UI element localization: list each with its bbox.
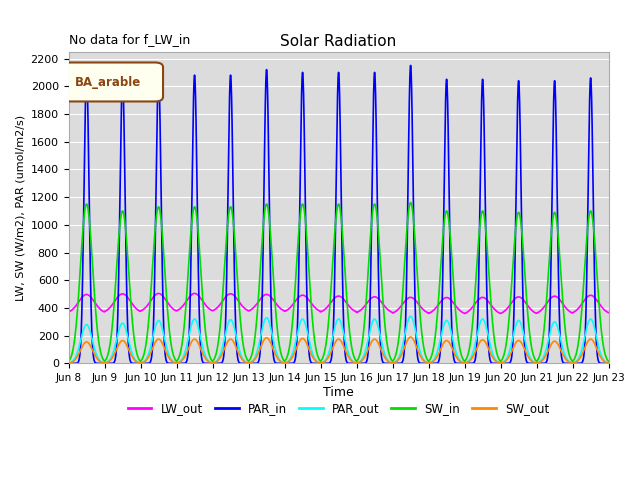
SW_in [365, 246, 373, 252]
PAR_out [365, 330, 373, 336]
Text: BA_arable: BA_arable [75, 76, 141, 89]
Text: No data for f_LW_in: No data for f_LW_in [68, 33, 190, 46]
PAR_in [354, 360, 362, 366]
SW_in [65, 359, 72, 364]
SW_out [557, 348, 564, 353]
Legend: LW_out, PAR_in, PAR_out, SW_in, SW_out: LW_out, PAR_in, PAR_out, SW_in, SW_out [123, 397, 554, 420]
PAR_in [365, 320, 373, 325]
SW_out [354, 360, 362, 366]
PAR_out [65, 360, 72, 366]
LW_out [65, 309, 72, 315]
SW_out [572, 359, 580, 365]
PAR_in [497, 360, 504, 366]
PAR_in [572, 360, 580, 366]
PAR_in [605, 360, 612, 366]
SW_out [65, 360, 72, 366]
LW_out [366, 297, 374, 302]
PAR_out [572, 359, 580, 365]
SW_out [215, 356, 223, 362]
Line: PAR_out: PAR_out [68, 316, 609, 363]
LW_out [572, 308, 580, 313]
LW_out [557, 299, 565, 304]
LW_out [191, 290, 198, 296]
PAR_in [215, 360, 223, 366]
Y-axis label: LW, SW (W/m2), PAR (umol/m2/s): LW, SW (W/m2), PAR (umol/m2/s) [15, 114, 25, 300]
PAR_out [605, 360, 612, 366]
SW_in [407, 200, 415, 205]
PAR_in [557, 350, 565, 356]
PAR_in [495, 360, 503, 366]
Title: Solar Radiation: Solar Radiation [280, 34, 397, 49]
SW_in [354, 357, 362, 362]
SW_in [605, 358, 612, 364]
PAR_out [557, 337, 564, 343]
Line: PAR_in: PAR_in [68, 65, 609, 363]
SW_out [365, 343, 373, 349]
Line: SW_out: SW_out [68, 337, 609, 363]
PAR_out [495, 360, 503, 366]
PAR_out [215, 355, 223, 360]
SW_out [605, 360, 612, 366]
X-axis label: Time: Time [323, 386, 354, 399]
SW_out [495, 360, 503, 366]
SW_in [557, 275, 565, 280]
SW_in [495, 357, 503, 363]
LW_out [605, 310, 612, 315]
SW_in [572, 351, 580, 357]
LW_out [461, 311, 468, 316]
PAR_in [65, 360, 72, 366]
SW_in [497, 359, 504, 364]
SW_in [215, 334, 223, 339]
LW_out [354, 309, 362, 315]
SW_out [407, 334, 415, 340]
PAR_out [407, 313, 415, 319]
Line: SW_in: SW_in [68, 203, 609, 361]
Line: LW_out: LW_out [68, 293, 609, 313]
PAR_out [354, 360, 362, 366]
FancyBboxPatch shape [63, 62, 163, 101]
PAR_in [407, 62, 415, 68]
LW_out [496, 310, 504, 316]
LW_out [216, 302, 223, 308]
